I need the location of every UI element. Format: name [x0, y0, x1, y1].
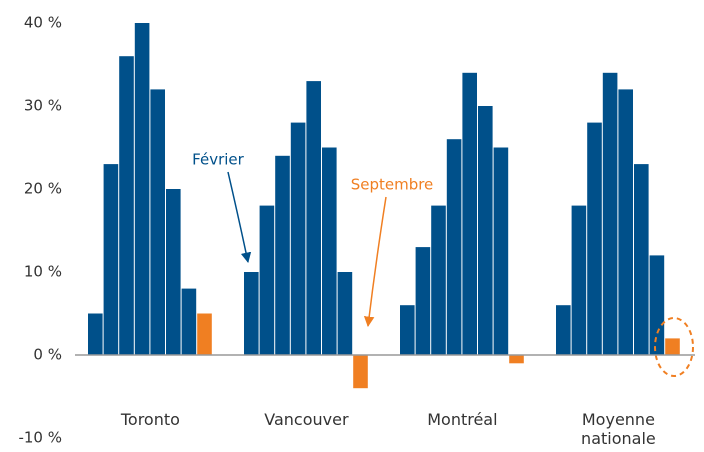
bar — [618, 89, 633, 356]
bar — [400, 305, 415, 355]
bar — [571, 205, 587, 355]
y-tick-label: 0 % — [33, 346, 62, 364]
x-tick-label: Montréal — [427, 410, 498, 429]
annotation: Février — [192, 151, 244, 169]
bar — [602, 72, 618, 356]
x-tick-label: Toronto — [120, 410, 180, 429]
y-tick-label: 20 % — [24, 180, 62, 198]
bar — [244, 272, 259, 355]
bar — [197, 313, 212, 355]
bar — [587, 122, 602, 355]
bar — [150, 89, 165, 356]
bar — [166, 189, 181, 355]
bar — [353, 355, 368, 389]
annotation-arrow — [227, 171, 252, 264]
annotation: Septembre — [351, 176, 434, 194]
bar — [337, 272, 353, 355]
bar — [431, 205, 446, 355]
bar — [322, 147, 337, 355]
bar — [290, 122, 306, 355]
bar — [181, 288, 197, 355]
bar — [493, 147, 509, 355]
bar — [462, 72, 477, 356]
bar — [649, 255, 665, 355]
bar — [665, 338, 680, 355]
y-tick-label: 10 % — [24, 263, 62, 281]
bar — [275, 155, 290, 355]
bar — [134, 23, 150, 355]
bar — [119, 56, 134, 355]
y-tick-label: 30 % — [24, 97, 62, 115]
y-tick-label: -10 % — [18, 429, 62, 447]
bars — [88, 23, 680, 389]
bar — [634, 164, 649, 355]
y-tick-label: 40 % — [24, 14, 62, 32]
bar — [556, 305, 571, 355]
bar — [415, 247, 431, 355]
annotation-arrow — [363, 196, 387, 328]
bar — [478, 106, 493, 355]
bar — [103, 164, 119, 355]
bar — [509, 355, 524, 364]
bar — [88, 313, 103, 355]
x-tick-label: Vancouver — [264, 410, 349, 429]
bar — [306, 81, 321, 355]
bar — [446, 139, 462, 355]
highlight-circle — [654, 317, 694, 377]
x-tick-label: Moyenne nationale — [581, 410, 656, 448]
bar — [259, 205, 275, 355]
